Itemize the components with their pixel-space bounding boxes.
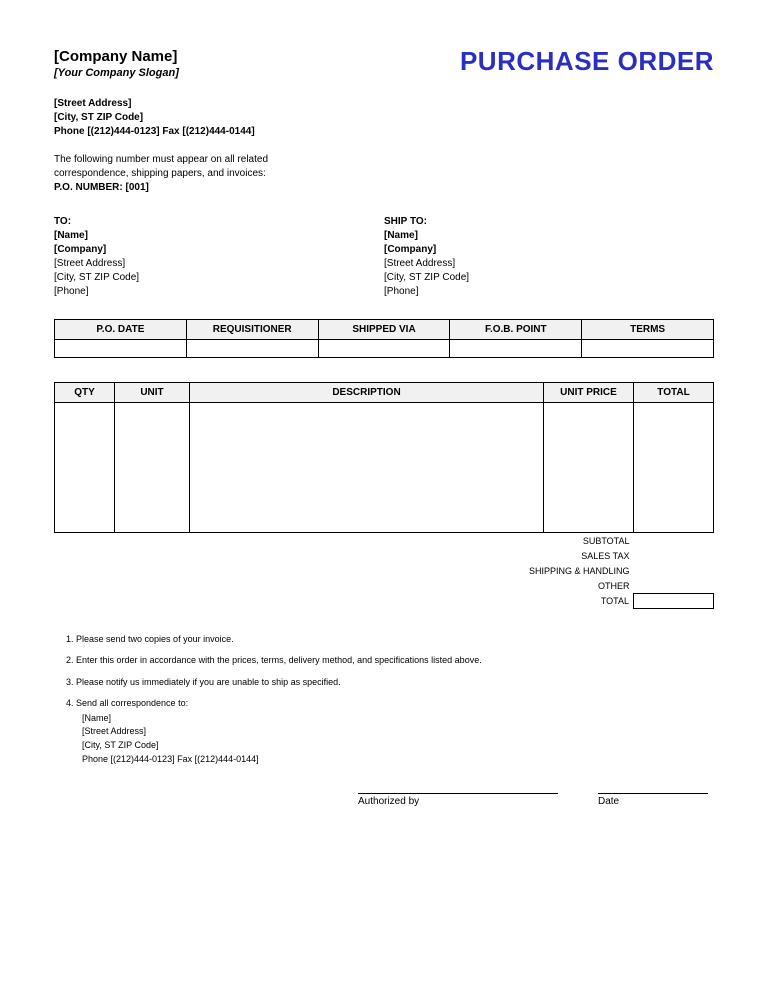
notes-list: Please send two copies of your invoice. … (54, 633, 714, 766)
salestax-label: SALES TAX (54, 548, 634, 563)
to-label: TO: (54, 215, 384, 229)
meta-value-row (55, 340, 714, 358)
meta-td-podate[interactable] (55, 340, 187, 358)
note-2: Enter this order in accordance with the … (76, 654, 714, 668)
company-street: [Street Address] (54, 97, 714, 111)
items-header-row: QTY UNIT DESCRIPTION UNIT PRICE TOTAL (55, 383, 714, 403)
po-note-line1: The following number must appear on all … (54, 153, 714, 167)
document-title: PURCHASE ORDER (460, 46, 714, 77)
items-td-total[interactable] (634, 403, 714, 533)
subtotal-value[interactable] (634, 533, 714, 548)
note-4-phone: Phone [(212)444-0123] Fax [(212)444-0144… (76, 754, 714, 766)
po-number: P.O. NUMBER: [001] (54, 181, 714, 195)
meta-th-requisitioner: REQUISITIONER (186, 320, 318, 340)
shipto-phone: [Phone] (384, 285, 714, 299)
signature-authorized[interactable]: Authorized by (358, 793, 558, 807)
note-3: Please notify us immediately if you are … (76, 676, 714, 690)
note-4: Send all correspondence to: [Name] [Stre… (76, 697, 714, 765)
items-th-qty: QTY (55, 383, 115, 403)
items-th-total: TOTAL (634, 383, 714, 403)
shipto-block: SHIP TO: [Name] [Company] [Street Addres… (384, 215, 714, 299)
to-block: TO: [Name] [Company] [Street Address] [C… (54, 215, 384, 299)
other-value[interactable] (634, 578, 714, 593)
meta-td-fob[interactable] (450, 340, 582, 358)
total-value[interactable] (634, 593, 714, 608)
to-name: [Name] (54, 229, 384, 243)
meta-th-podate: P.O. DATE (55, 320, 187, 340)
other-label: OTHER (54, 578, 634, 593)
items-td-unit[interactable] (115, 403, 190, 533)
header-row: [Company Name] [Your Company Slogan] PUR… (54, 48, 714, 79)
salestax-value[interactable] (634, 548, 714, 563)
note-4-name: [Name] (76, 713, 714, 725)
items-th-unit: UNIT (115, 383, 190, 403)
purchase-order-page: [Company Name] [Your Company Slogan] PUR… (0, 0, 768, 847)
meta-th-shippedvia: SHIPPED VIA (318, 320, 450, 340)
items-td-qty[interactable] (55, 403, 115, 533)
company-city: [City, ST ZIP Code] (54, 111, 714, 125)
meta-td-terms[interactable] (582, 340, 714, 358)
to-phone: [Phone] (54, 285, 384, 299)
items-body-row (55, 403, 714, 533)
shipto-company: [Company] (384, 243, 714, 257)
parties-row: TO: [Name] [Company] [Street Address] [C… (54, 215, 714, 299)
to-street: [Street Address] (54, 257, 384, 271)
meta-td-requisitioner[interactable] (186, 340, 318, 358)
signature-date[interactable]: Date (598, 793, 708, 807)
to-company: [Company] (54, 243, 384, 257)
to-city: [City, ST ZIP Code] (54, 271, 384, 285)
shipto-street: [Street Address] (384, 257, 714, 271)
company-phone-fax: Phone [(212)444-0123] Fax [(212)444-0144… (54, 125, 714, 139)
po-note-line2: correspondence, shipping papers, and inv… (54, 167, 714, 181)
company-block: [Company Name] [Your Company Slogan] (54, 48, 179, 79)
meta-table: P.O. DATE REQUISITIONER SHIPPED VIA F.O.… (54, 319, 714, 358)
note-4-city: [City, ST ZIP Code] (76, 740, 714, 752)
meta-header-row: P.O. DATE REQUISITIONER SHIPPED VIA F.O.… (55, 320, 714, 340)
note-1: Please send two copies of your invoice. (76, 633, 714, 647)
items-td-desc[interactable] (190, 403, 544, 533)
shipto-name: [Name] (384, 229, 714, 243)
shipto-city: [City, ST ZIP Code] (384, 271, 714, 285)
items-td-price[interactable] (544, 403, 634, 533)
items-table: QTY UNIT DESCRIPTION UNIT PRICE TOTAL (54, 382, 714, 533)
shipping-label: SHIPPING & HANDLING (54, 563, 634, 578)
totals-table: SUBTOTAL SALES TAX SHIPPING & HANDLING O… (54, 533, 714, 609)
meta-th-fob: F.O.B. POINT (450, 320, 582, 340)
note-4-street: [Street Address] (76, 726, 714, 738)
shipping-value[interactable] (634, 563, 714, 578)
company-address: [Street Address] [City, ST ZIP Code] Pho… (54, 97, 714, 139)
items-th-price: UNIT PRICE (544, 383, 634, 403)
note-4-text: Send all correspondence to: (76, 698, 188, 708)
shipto-label: SHIP TO: (384, 215, 714, 229)
po-note: The following number must appear on all … (54, 153, 714, 195)
company-name: [Company Name] (54, 48, 179, 65)
meta-th-terms: TERMS (582, 320, 714, 340)
signature-row: Authorized by Date (54, 793, 714, 807)
total-label: TOTAL (54, 593, 634, 608)
company-slogan: [Your Company Slogan] (54, 67, 179, 79)
subtotal-label: SUBTOTAL (54, 533, 634, 548)
meta-td-shippedvia[interactable] (318, 340, 450, 358)
items-th-desc: DESCRIPTION (190, 383, 544, 403)
